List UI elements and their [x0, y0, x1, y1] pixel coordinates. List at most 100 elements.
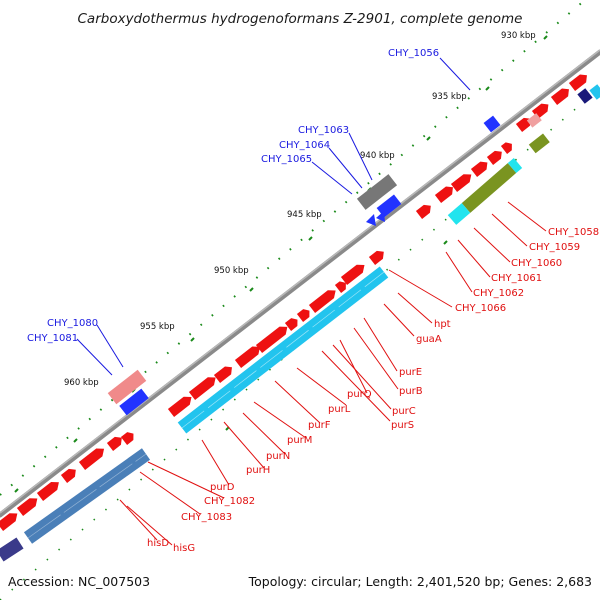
gene-arrow [450, 174, 472, 192]
accession-text: Accession: NC_007503 [8, 574, 150, 589]
gene-label: guaA [416, 334, 442, 345]
gene-arrow [486, 150, 502, 165]
leader-line [439, 57, 471, 91]
map-title: Carboxydothermus hydrogenoformans Z-2901… [78, 11, 523, 27]
gene-arrow [368, 250, 384, 265]
major-tick [190, 337, 195, 342]
reverse-gene [376, 194, 402, 218]
leader-line [119, 499, 158, 541]
gene-arrow [0, 513, 18, 531]
leader-line [383, 303, 415, 337]
gene-arrow [60, 468, 76, 483]
gene-arrow [340, 264, 365, 285]
operon-bar [23, 448, 151, 544]
operon-segments [27, 453, 147, 539]
tick-label: 930 kbp [501, 31, 536, 41]
gene-label: CHY_1059 [529, 242, 580, 253]
gene-arrow [78, 448, 105, 470]
gene-arrow [550, 88, 569, 105]
operon-segments [181, 271, 385, 429]
gene-label: CHY_1061 [491, 273, 542, 284]
genome-backbone-highlight [0, 49, 600, 514]
gene-block-cyan [589, 84, 600, 100]
leader-line [126, 505, 173, 546]
gene-label: CHY_1083 [181, 512, 232, 523]
leader-line [397, 292, 433, 324]
tick-label: 950 kbp [214, 266, 249, 276]
gene-label: purF [308, 420, 331, 431]
leader-line [223, 421, 265, 469]
gene-label: purL [328, 404, 351, 415]
leader-line [147, 461, 225, 499]
gene-label: CHY_1060 [511, 258, 562, 269]
gene-label: CHY_1080 [47, 318, 98, 329]
reverse-labels: CHY_1056 CHY_1063 CHY_1064 CHY_1065 CHY_… [27, 48, 439, 344]
leader-line [253, 401, 307, 439]
leader-line [321, 350, 391, 422]
leader-line [96, 324, 124, 368]
gene-label: hisD [147, 538, 169, 549]
gene-label: hisG [173, 543, 195, 554]
tick-label: 935 kbp [432, 92, 467, 102]
gene-label: CHY_1058 [548, 227, 599, 238]
gene-arrow [120, 432, 134, 445]
gene-label: purB [399, 386, 423, 397]
gene-label: purD [210, 482, 235, 493]
gene-block-pink [107, 369, 147, 405]
gene-arrow [415, 204, 431, 219]
gene-arrow [16, 498, 38, 516]
gene-arrow [515, 117, 531, 132]
gene-arrow [188, 377, 216, 400]
gene-label: CHY_1081 [27, 333, 78, 344]
leader-line [139, 471, 201, 515]
leader-line [242, 412, 286, 455]
gene-block-cyan [507, 158, 523, 173]
gene-arrow [255, 326, 288, 353]
gene-label: CHY_1065 [261, 154, 312, 165]
gene-label: CHY_1066 [455, 303, 506, 314]
leader-line [363, 317, 398, 372]
gene-label: hpt [434, 319, 451, 330]
reverse-gene [119, 388, 149, 416]
tick-label: 940 kbp [360, 151, 395, 161]
gene-arrow [234, 346, 261, 368]
gene-arrow [334, 281, 346, 293]
major-tick [14, 488, 19, 493]
gene-arrow [500, 142, 512, 154]
leader-line [328, 147, 363, 189]
gene-arrow [106, 436, 122, 451]
major-tick [73, 438, 78, 443]
gene-label: CHY_1063 [298, 125, 349, 136]
operon-bar [461, 163, 517, 213]
gene-arrow [296, 309, 310, 322]
major-tick [543, 35, 548, 40]
leader-line [296, 367, 347, 406]
genome-summary-text: Topology: circular; Length: 2,401,520 bp… [248, 574, 592, 589]
leader-line [274, 380, 321, 424]
major-tick [249, 287, 254, 292]
outer-dotted-ring [0, 0, 586, 496]
major-tick [426, 136, 431, 141]
gene-arrow [284, 318, 298, 331]
gene-label: purQ [347, 389, 372, 400]
gene-arrow [568, 74, 587, 91]
leader-line [201, 439, 230, 486]
gene-label: CHY_1056 [388, 48, 439, 59]
leader-line [353, 327, 399, 390]
gene-label: purH [246, 465, 270, 476]
gene-label: purE [399, 367, 422, 378]
forward-genes [0, 74, 587, 531]
leader-line [388, 269, 453, 308]
major-tick [308, 236, 313, 241]
gene-arrow [434, 186, 453, 203]
gene-label: purN [266, 451, 290, 462]
gene-block-gray [356, 174, 398, 210]
forward-labels: CHY_1058 CHY_1059 CHY_1060 CHY_1061 CHY_… [147, 227, 599, 554]
reverse-gene [483, 115, 501, 133]
gene-label: purM [287, 435, 312, 446]
major-ticks [14, 35, 548, 493]
gene-label: CHY_1082 [204, 496, 255, 507]
gene-label: CHY_1062 [473, 288, 524, 299]
operon-steel [23, 448, 151, 544]
